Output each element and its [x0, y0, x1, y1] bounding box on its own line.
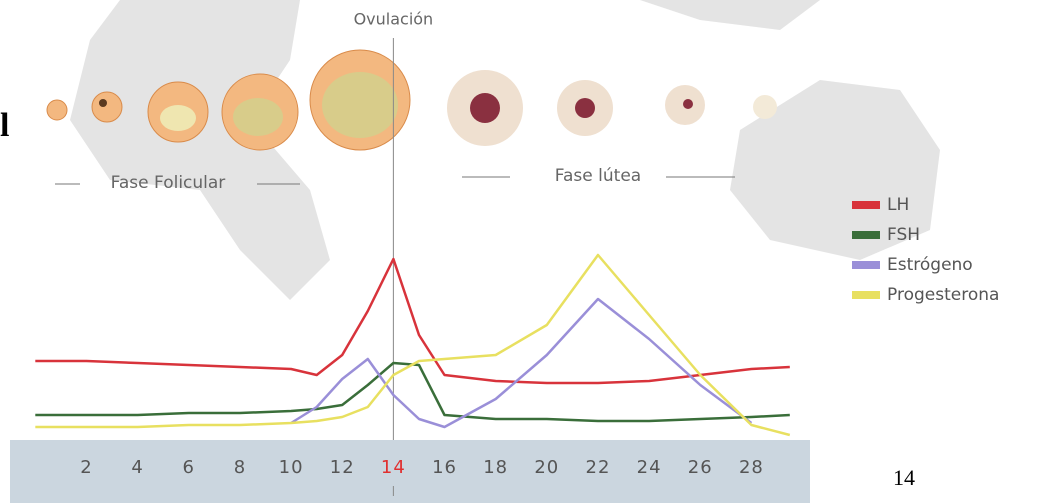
legend-label: FSH — [887, 225, 920, 245]
x-tick-label: 24 — [637, 457, 662, 478]
page-fragment: l — [0, 107, 9, 144]
chart: l 14 OvulaciónFase FolicularFase lútea24… — [0, 0, 1057, 503]
annotation-label: Ovulación — [354, 10, 434, 29]
map-background — [70, 0, 940, 300]
legend-swatch — [852, 231, 880, 239]
x-tick-label: 16 — [432, 457, 457, 478]
x-tick-label: 8 — [234, 457, 246, 478]
x-tick-label: 28 — [739, 457, 764, 478]
series-line — [35, 255, 790, 435]
x-tick-label: 26 — [688, 457, 713, 478]
x-tick-label: 10 — [279, 457, 304, 478]
x-tick-label: 20 — [534, 457, 559, 478]
x-tick-label: 2 — [80, 457, 92, 478]
legend-swatch — [852, 201, 880, 209]
x-tick-label: 6 — [183, 457, 195, 478]
legend-label: Progesterona — [887, 285, 999, 305]
x-tick-label: 18 — [483, 457, 508, 478]
x-tick-label: 12 — [330, 457, 355, 478]
legend-swatch — [852, 261, 880, 269]
phase-label: Fase lútea — [555, 166, 641, 186]
legend-label: Estrógeno — [887, 255, 973, 275]
legend-swatch — [852, 291, 880, 299]
series-line — [291, 299, 751, 427]
phase-label: Fase Folicular — [111, 173, 226, 193]
x-tick-label: 14 — [381, 457, 406, 478]
page-number: 14 — [893, 465, 915, 490]
legend-label: LH — [887, 195, 909, 215]
x-tick-label: 4 — [131, 457, 143, 478]
x-tick-label: 22 — [586, 457, 611, 478]
